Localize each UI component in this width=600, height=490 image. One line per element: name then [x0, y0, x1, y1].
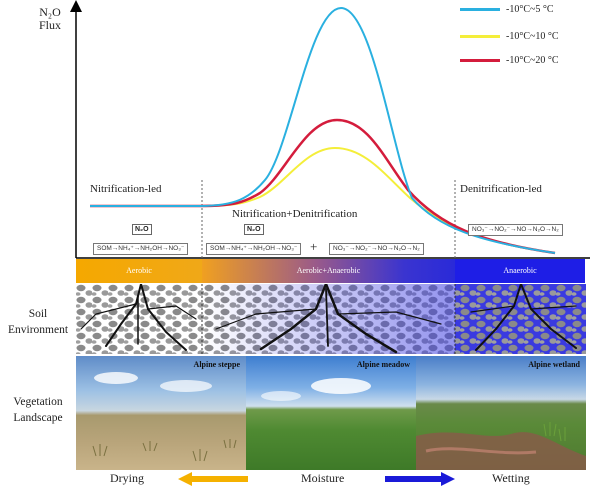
- bar-anaerobic: Anaerobic: [455, 259, 585, 283]
- moisture-arrow-left: [178, 472, 248, 486]
- row-label-soil-line1: Soil: [28, 308, 48, 320]
- photo-title-steppe: Alpine steppe: [193, 360, 240, 369]
- legend-label-20c: -10°C~20 °C: [506, 55, 559, 66]
- photo-alpine-wetland: Alpine wetland: [416, 356, 586, 470]
- row-label-soil: Soil Environment: [2, 306, 74, 338]
- photo-title-meadow: Alpine meadow: [356, 360, 410, 369]
- legend-swatch-20c: [460, 59, 500, 63]
- row-label-veg-line1: Vegetation: [13, 396, 63, 408]
- row-label-vegetation: Vegetation Landscape: [2, 394, 74, 426]
- pathway-plus: +: [310, 239, 318, 254]
- bar-mixed-label: Aerobic+Anaerobic: [296, 266, 361, 275]
- steppe-detail: [92, 372, 237, 462]
- legend-swatch-10c: [460, 35, 500, 39]
- y-axis-label-line2: Flux: [38, 18, 61, 32]
- soil-environment-panel: [76, 284, 586, 354]
- row-label-veg-line2: Landscape: [13, 412, 63, 424]
- bar-aerobic-label: Aerobic: [126, 266, 152, 275]
- legend-item-5c: -10°C~5 °C: [460, 4, 554, 15]
- phase-denitrification: Denitrification-led: [460, 183, 542, 195]
- moisture-left-label: Drying: [110, 471, 144, 485]
- y-axis-label: N₂O Flux: [30, 6, 70, 32]
- bar-aerobic: Aerobic: [76, 259, 202, 283]
- photo-alpine-steppe: Alpine steppe: [76, 356, 246, 470]
- y-axis-label-line1: N₂O: [39, 5, 61, 19]
- legend-item-20c: -10°C~20 °C: [460, 55, 559, 66]
- bar-mixed: Aerobic+Anaerobic: [202, 259, 455, 283]
- row-label-soil-line2: Environment: [7, 324, 69, 336]
- curve-20c: [90, 118, 556, 255]
- legend-item-10c: -10°C~10 °C: [460, 31, 559, 42]
- nitrification-chain-mid: SOM→NH₄⁺→NH₂OH→NO₃⁻: [206, 243, 302, 255]
- denitrification-chain-mid: NO₃⁻→NO₂⁻→NO→N₂O→N₂: [329, 243, 424, 255]
- n2o-tag-left: N₂O: [132, 224, 152, 235]
- photo-title-wetland: Alpine wetland: [528, 360, 580, 369]
- phase-nitrification: Nitrification-led: [90, 183, 162, 195]
- flux-chart: [70, 0, 590, 259]
- legend-swatch-5c: [460, 8, 500, 12]
- moisture-center-label: Moisture: [301, 471, 345, 485]
- curve-5c: [90, 6, 556, 254]
- legend-label-10c: -10°C~10 °C: [506, 31, 559, 42]
- meadow-detail: [261, 378, 371, 401]
- phase-mixed: Nitrification+Denitrification: [232, 208, 358, 220]
- denitrification-chain-right: NO₃⁻→NO₂⁻→NO→N₂O→N₂: [468, 224, 563, 236]
- bar-anaerobic-label: Anaerobic: [503, 266, 537, 275]
- moisture-right-label: Wetting: [492, 471, 530, 485]
- n2o-tag-mid: N₂O: [244, 224, 264, 235]
- photo-alpine-meadow: Alpine meadow: [246, 356, 416, 470]
- legend-label-5c: -10°C~5 °C: [506, 4, 554, 15]
- moisture-arrow-right: [385, 472, 455, 486]
- wetland-detail: [416, 422, 586, 470]
- nitrification-chain-left: SOM→NH₄⁺→NH₂OH→NO₃⁻: [93, 243, 189, 255]
